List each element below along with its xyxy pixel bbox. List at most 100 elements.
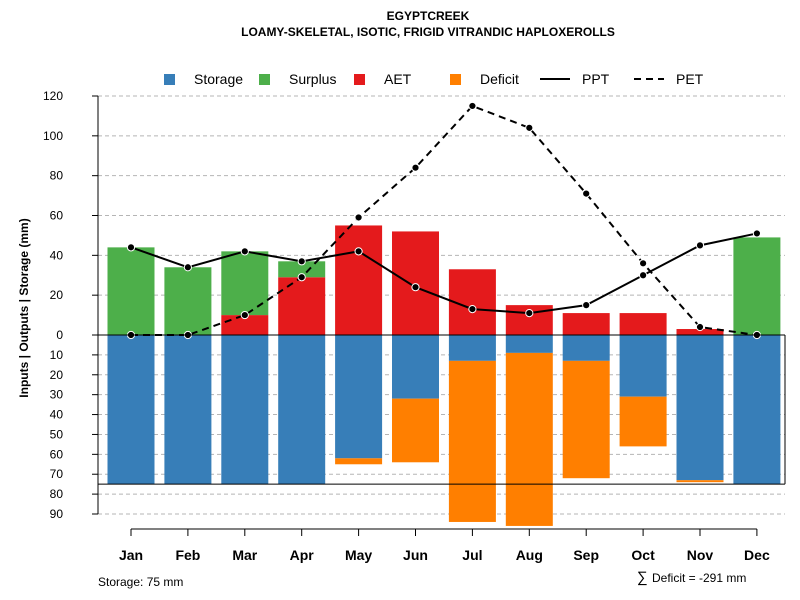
bar-layer: [107, 225, 781, 526]
y-tick-label: 80: [50, 169, 64, 183]
surplus-bar: [107, 247, 155, 335]
storage-bar: [107, 335, 155, 485]
legend-label: Surplus: [289, 71, 336, 87]
grid-layer: [98, 95, 785, 515]
aet-bar: [335, 225, 383, 335]
pet-point: [354, 213, 363, 222]
storage-bar: [733, 335, 781, 485]
x-tick-label: Aug: [516, 547, 543, 563]
pet-line: [131, 104, 758, 336]
y-tick-label: 90: [50, 507, 64, 521]
deficit-bar: [619, 396, 667, 447]
pet-point: [411, 163, 420, 172]
storage-bar: [392, 335, 439, 399]
y-tick-label: 40: [50, 248, 64, 262]
ppt-point: [126, 243, 136, 252]
deficit-bar: [505, 352, 553, 526]
x-tick-label: Jul: [462, 547, 482, 563]
ppt-point: [525, 308, 534, 318]
y-tick-label: 20: [50, 288, 64, 302]
chart-subtitle: LOAMY-SKELETAL, ISOTIC, FRIGID VITRANDIC…: [241, 25, 615, 39]
y-axis-title: Inputs | Outputs | Storage (mm): [17, 218, 31, 397]
ppt-point: [468, 305, 477, 314]
storage-note: Storage: 75 mm: [98, 575, 183, 589]
x-tick-label: Oct: [631, 547, 655, 563]
legend-label: AET: [384, 71, 412, 87]
legend-label: PPT: [582, 71, 610, 87]
storage-bar: [278, 335, 326, 485]
ppt-point: [752, 229, 762, 238]
surplus-bar: [278, 261, 326, 278]
y-tick-label: 60: [50, 209, 64, 223]
surplus-legend-swatch: [259, 74, 270, 85]
legend: Storage Surplus AET Deficit PPT PET: [164, 71, 704, 87]
x-tick-label: Dec: [744, 547, 770, 563]
storage-bar: [562, 335, 610, 361]
surplus-bar: [221, 251, 269, 316]
x-tick-label: Sep: [573, 547, 599, 563]
pet-point: [525, 123, 534, 132]
pet-point: [468, 101, 477, 111]
ppt-point: [354, 247, 363, 256]
y-tick-label: 120: [43, 89, 63, 103]
pet-point: [240, 310, 249, 320]
aet-legend-swatch: [354, 74, 365, 85]
storage-bar: [448, 335, 496, 361]
ppt-point: [240, 247, 249, 256]
pet-point: [695, 322, 705, 332]
chart-title: EGYPTCREEK: [387, 9, 470, 23]
y-tick-label: 20: [50, 368, 64, 382]
legend-label: Deficit: [480, 71, 519, 87]
legend-label: Storage: [194, 71, 243, 87]
y-tick-label: 10: [50, 348, 64, 362]
storage-bar: [221, 335, 269, 485]
pet-point: [297, 273, 306, 282]
surplus-bar: [164, 267, 212, 335]
storage-bar: [619, 335, 667, 397]
axis-layer: 0 20 40 60 80 100 120 10 20 30 40 50 60 70 80 90 Jan Feb M…: [43, 89, 786, 563]
deficit-bar: [335, 458, 383, 465]
ppt-point: [639, 271, 648, 280]
ppt-line: [130, 232, 758, 315]
legend-label: PET: [676, 71, 704, 87]
aet-bar: [278, 277, 326, 335]
sum-icon: ∑: [637, 569, 648, 586]
y-tick-label: 70: [50, 467, 64, 481]
x-tick-label: May: [345, 547, 372, 563]
ppt-point: [183, 263, 192, 272]
storage-bar: [164, 335, 212, 485]
aet-bar: [221, 315, 269, 335]
ppt-point: [297, 257, 306, 266]
x-tick-label: Mar: [232, 547, 257, 563]
deficit-bar: [392, 398, 439, 463]
ppt-point: [582, 301, 591, 310]
storage-bar: [505, 335, 553, 353]
y-tick-label: 40: [50, 408, 64, 422]
ppt-point: [695, 241, 705, 250]
aet-bar: [619, 313, 667, 335]
deficit-note: Deficit = -291 mm: [652, 571, 746, 585]
deficit-bar: [448, 360, 496, 522]
deficit-legend-swatch: [450, 74, 461, 85]
y-tick-label: 0: [56, 328, 63, 342]
x-tick-label: Nov: [687, 547, 714, 563]
ppt-point: [411, 283, 420, 292]
pet-point: [582, 189, 591, 198]
x-tick-label: Jun: [403, 547, 428, 563]
deficit-bar: [562, 360, 610, 479]
y-tick-label: 60: [50, 447, 64, 461]
storage-bar: [676, 335, 724, 481]
y-tick-label: 80: [50, 487, 64, 501]
x-tick-label: Apr: [290, 547, 315, 563]
x-tick-label: Feb: [175, 547, 200, 563]
x-tick-label: Jan: [119, 547, 143, 563]
deficit-bar: [676, 480, 724, 483]
aet-bar: [676, 329, 724, 335]
pet-point: [639, 259, 648, 268]
surplus-bar: [733, 237, 781, 335]
storage-legend-swatch: [164, 74, 175, 85]
aet-bar: [562, 313, 610, 335]
line-layer: [126, 101, 762, 340]
